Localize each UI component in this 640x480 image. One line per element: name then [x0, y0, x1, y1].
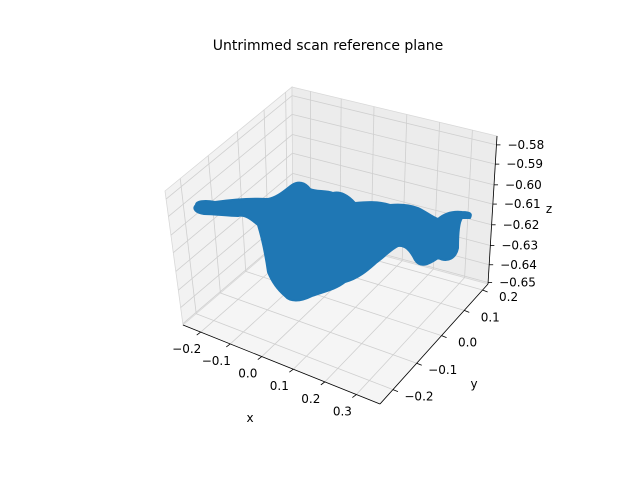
y-tick-mark: [441, 335, 447, 338]
x-axis-line: [182, 324, 381, 405]
x-tick-label: 0.2: [301, 392, 320, 406]
x-gridline: [356, 277, 465, 395]
x-axis-ticks: −0.2−0.1 0.0 0.1 0.2 0.3: [172, 331, 357, 419]
y-tick-label: −0.2: [404, 390, 433, 404]
z-tick-label: −0.62: [503, 218, 540, 232]
chart-title: Untrimmed scan reference plane: [213, 38, 444, 54]
z-gridline: [292, 152, 493, 205]
y-tick-mark: [392, 389, 399, 392]
y-tick-mark: [464, 310, 470, 313]
y-tick-mark: [482, 289, 488, 293]
x-tick-mark: [320, 381, 326, 386]
y-gridline: [196, 313, 394, 390]
z-gridline: [175, 173, 293, 272]
z-gridline: [291, 95, 497, 146]
x-tick-mark: [352, 394, 357, 398]
z-tick-label: −0.58: [507, 138, 544, 152]
axis-edges: [182, 135, 498, 405]
x-gridline: [464, 130, 473, 278]
x-tick-mark: [289, 368, 294, 373]
y-tick-mark: [416, 362, 422, 366]
z-axis-line: [487, 135, 498, 285]
x-tick-label: −0.1: [202, 354, 231, 368]
y-axis-line: [379, 283, 489, 405]
z-gridline: [292, 134, 495, 186]
x-tick-mark: [226, 343, 231, 348]
x-tick-label: −0.2: [172, 342, 201, 356]
x-axis-label: x: [246, 411, 253, 425]
z-tick-label: −0.61: [504, 197, 541, 211]
z-tick-label: −0.63: [501, 239, 538, 253]
z-axis-ticks: −0.58 −0.59 −0.60 −0.61 −0.62 −0.63 −0.64 −0.65: [488, 138, 544, 290]
z-gridline: [168, 114, 293, 217]
y-gridline: [207, 155, 221, 294]
z-tick-label: −0.64: [500, 258, 537, 272]
y-tick-label: −0.1: [428, 363, 457, 377]
y-tick-label: 0.0: [458, 336, 477, 350]
y-gridline: [179, 178, 197, 314]
y-axis-label: y: [470, 377, 477, 391]
x-tick-label: 0.3: [333, 405, 352, 419]
z-gridline: [170, 134, 293, 236]
x-tick-label: 0.1: [270, 379, 289, 393]
y-axis-ticks: −0.2 −0.10.0 0.1 0.2: [392, 289, 518, 404]
grid-lines: [165, 91, 497, 395]
y-gridline: [220, 292, 417, 364]
y-tick-label: 0.2: [499, 290, 518, 304]
surface-plot: [193, 181, 472, 302]
z-tick-label: −0.65: [499, 276, 536, 290]
x-tick-mark: [196, 331, 201, 336]
z-tick-label: −0.60: [505, 178, 542, 192]
surface: [193, 181, 472, 302]
z-gridline: [292, 113, 496, 165]
z-tick-label: −0.59: [506, 157, 543, 171]
x-gridline: [324, 268, 434, 383]
z-gridline: [165, 95, 293, 200]
x-tick-label: 0.0: [238, 367, 257, 381]
y-tick-label: 0.1: [481, 310, 500, 324]
z-axis-label: z: [546, 202, 552, 216]
x-gridline: [293, 260, 403, 370]
x-tick-mark: [257, 356, 263, 360]
